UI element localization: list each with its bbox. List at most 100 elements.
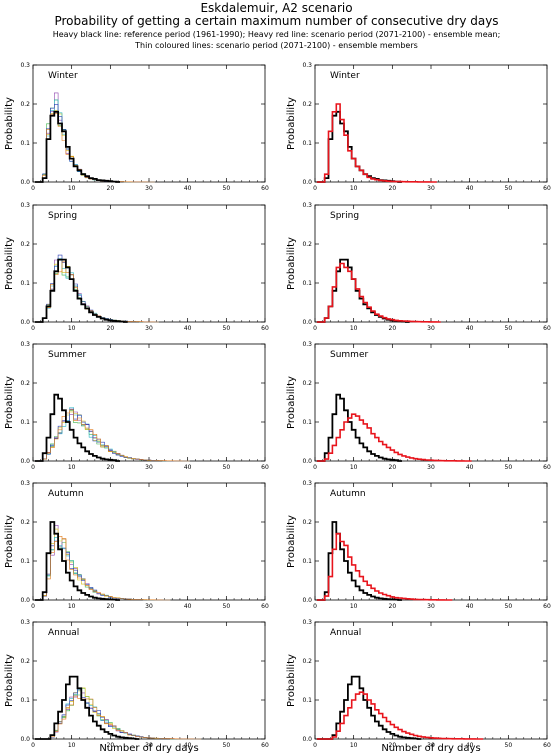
ensemble-member-line [34, 688, 202, 740]
y-tick-label: 0.3 [302, 341, 312, 348]
ensemble-member-line [34, 540, 171, 601]
x-axis-label: Number of dry days [99, 743, 198, 754]
x-tick-label: 60 [261, 742, 269, 749]
y-tick-label: 0.1 [20, 140, 30, 147]
reference-line [316, 258, 410, 323]
x-tick-label: 60 [543, 603, 551, 610]
x-tick-label: 50 [505, 464, 513, 471]
x-tick-label: 30 [145, 742, 153, 749]
x-tick-label: 10 [68, 325, 76, 332]
x-tick-label: 40 [466, 464, 474, 471]
x-tick-label: 10 [68, 742, 76, 749]
x-tick-label: 20 [389, 603, 397, 610]
y-tick-label: 0.3 [20, 619, 30, 626]
x-tick-label: 60 [261, 464, 269, 471]
y-tick-label: 0.2 [20, 241, 30, 248]
y-axis-label: Probability [286, 515, 297, 568]
x-tick-label: 0 [31, 185, 35, 192]
plot-frame-summer-members [32, 343, 266, 462]
x-tick-label: 30 [145, 464, 153, 471]
ensemble-member-line [34, 525, 171, 601]
ensemble-member-line [34, 689, 202, 740]
y-axis-label: Probability [4, 654, 15, 707]
y-tick-label: 0.1 [20, 558, 30, 565]
x-tick-label: 30 [427, 185, 435, 192]
x-tick-label: 30 [145, 603, 153, 610]
x-tick-label: 20 [107, 325, 115, 332]
y-tick-label: 0.3 [20, 62, 30, 69]
y-tick-label: 0.1 [20, 697, 30, 704]
plot-frame-winter-mean [314, 64, 548, 183]
x-tick-label: 20 [107, 185, 115, 192]
plot-frame-annual-members [32, 621, 266, 740]
chart-title: Eskdalemuir, A2 scenario [200, 1, 353, 15]
season-label-spring-mean: Spring [330, 211, 359, 221]
x-tick-label: 40 [184, 464, 192, 471]
x-tick-label: 0 [313, 185, 317, 192]
x-tick-label: 10 [350, 325, 358, 332]
x-tick-label: 40 [466, 742, 474, 749]
x-tick-label: 50 [223, 325, 231, 332]
legend-line-1: Heavy black line: reference period (1961… [52, 30, 501, 39]
x-tick-label: 50 [223, 603, 231, 610]
y-tick-label: 0.1 [302, 419, 312, 426]
scenario-mean-line [316, 532, 453, 601]
y-tick-label: 0.0 [302, 458, 312, 465]
legend-line-2: Thin coloured lines: scenario period (20… [135, 41, 418, 50]
x-tick-label: 30 [145, 325, 153, 332]
x-tick-label: 0 [313, 464, 317, 471]
x-tick-label: 40 [466, 185, 474, 192]
x-tick-label: 60 [261, 325, 269, 332]
x-tick-label: 20 [107, 742, 115, 749]
x-tick-label: 60 [543, 742, 551, 749]
x-tick-label: 20 [389, 325, 397, 332]
y-tick-label: 0.3 [20, 341, 30, 348]
ensemble-member-line [34, 689, 202, 740]
scenario-mean-line [316, 103, 437, 183]
x-tick-label: 0 [313, 325, 317, 332]
y-tick-label: 0.3 [302, 480, 312, 487]
season-label-autumn-members: Autumn [48, 489, 84, 499]
y-tick-label: 0.1 [302, 280, 312, 287]
x-tick-label: 10 [68, 603, 76, 610]
x-tick-label: 30 [427, 464, 435, 471]
plot-frame-winter-members [32, 64, 266, 183]
reference-line [316, 675, 422, 740]
ensemble-member-line [34, 113, 155, 183]
season-label-summer-members: Summer [48, 350, 86, 360]
x-tick-label: 0 [313, 603, 317, 610]
y-tick-label: 0.3 [20, 202, 30, 209]
y-axis-label: Probability [286, 97, 297, 150]
x-tick-label: 60 [543, 325, 551, 332]
y-tick-label: 0.2 [20, 658, 30, 665]
y-axis-label: Probability [4, 376, 15, 429]
ensemble-member-line [34, 536, 171, 601]
y-axis-label: Probability [4, 237, 15, 290]
y-tick-label: 0.0 [302, 736, 312, 743]
y-tick-label: 0.1 [302, 558, 312, 565]
x-tick-label: 60 [543, 185, 551, 192]
x-tick-label: 0 [31, 742, 35, 749]
plot-frame-autumn-members [32, 482, 266, 601]
y-tick-label: 0.1 [20, 280, 30, 287]
reference-line [316, 521, 402, 601]
x-tick-label: 0 [313, 742, 317, 749]
x-tick-label: 50 [223, 742, 231, 749]
y-tick-label: 0.0 [20, 458, 30, 465]
x-tick-label: 0 [31, 325, 35, 332]
y-tick-label: 0.3 [302, 202, 312, 209]
season-label-annual-members: Annual [48, 628, 79, 638]
y-tick-label: 0.2 [20, 519, 30, 526]
x-tick-label: 50 [505, 603, 513, 610]
x-tick-label: 10 [350, 185, 358, 192]
ensemble-member-line [34, 695, 202, 740]
plot-frame-spring-mean [314, 204, 548, 323]
y-tick-label: 0.1 [302, 697, 312, 704]
x-tick-label: 10 [68, 185, 76, 192]
y-tick-label: 0.1 [20, 419, 30, 426]
y-tick-label: 0.0 [20, 179, 30, 186]
x-tick-label: 40 [184, 325, 192, 332]
x-tick-label: 60 [261, 603, 269, 610]
season-label-summer-mean: Summer [330, 350, 368, 360]
x-tick-label: 50 [505, 325, 513, 332]
